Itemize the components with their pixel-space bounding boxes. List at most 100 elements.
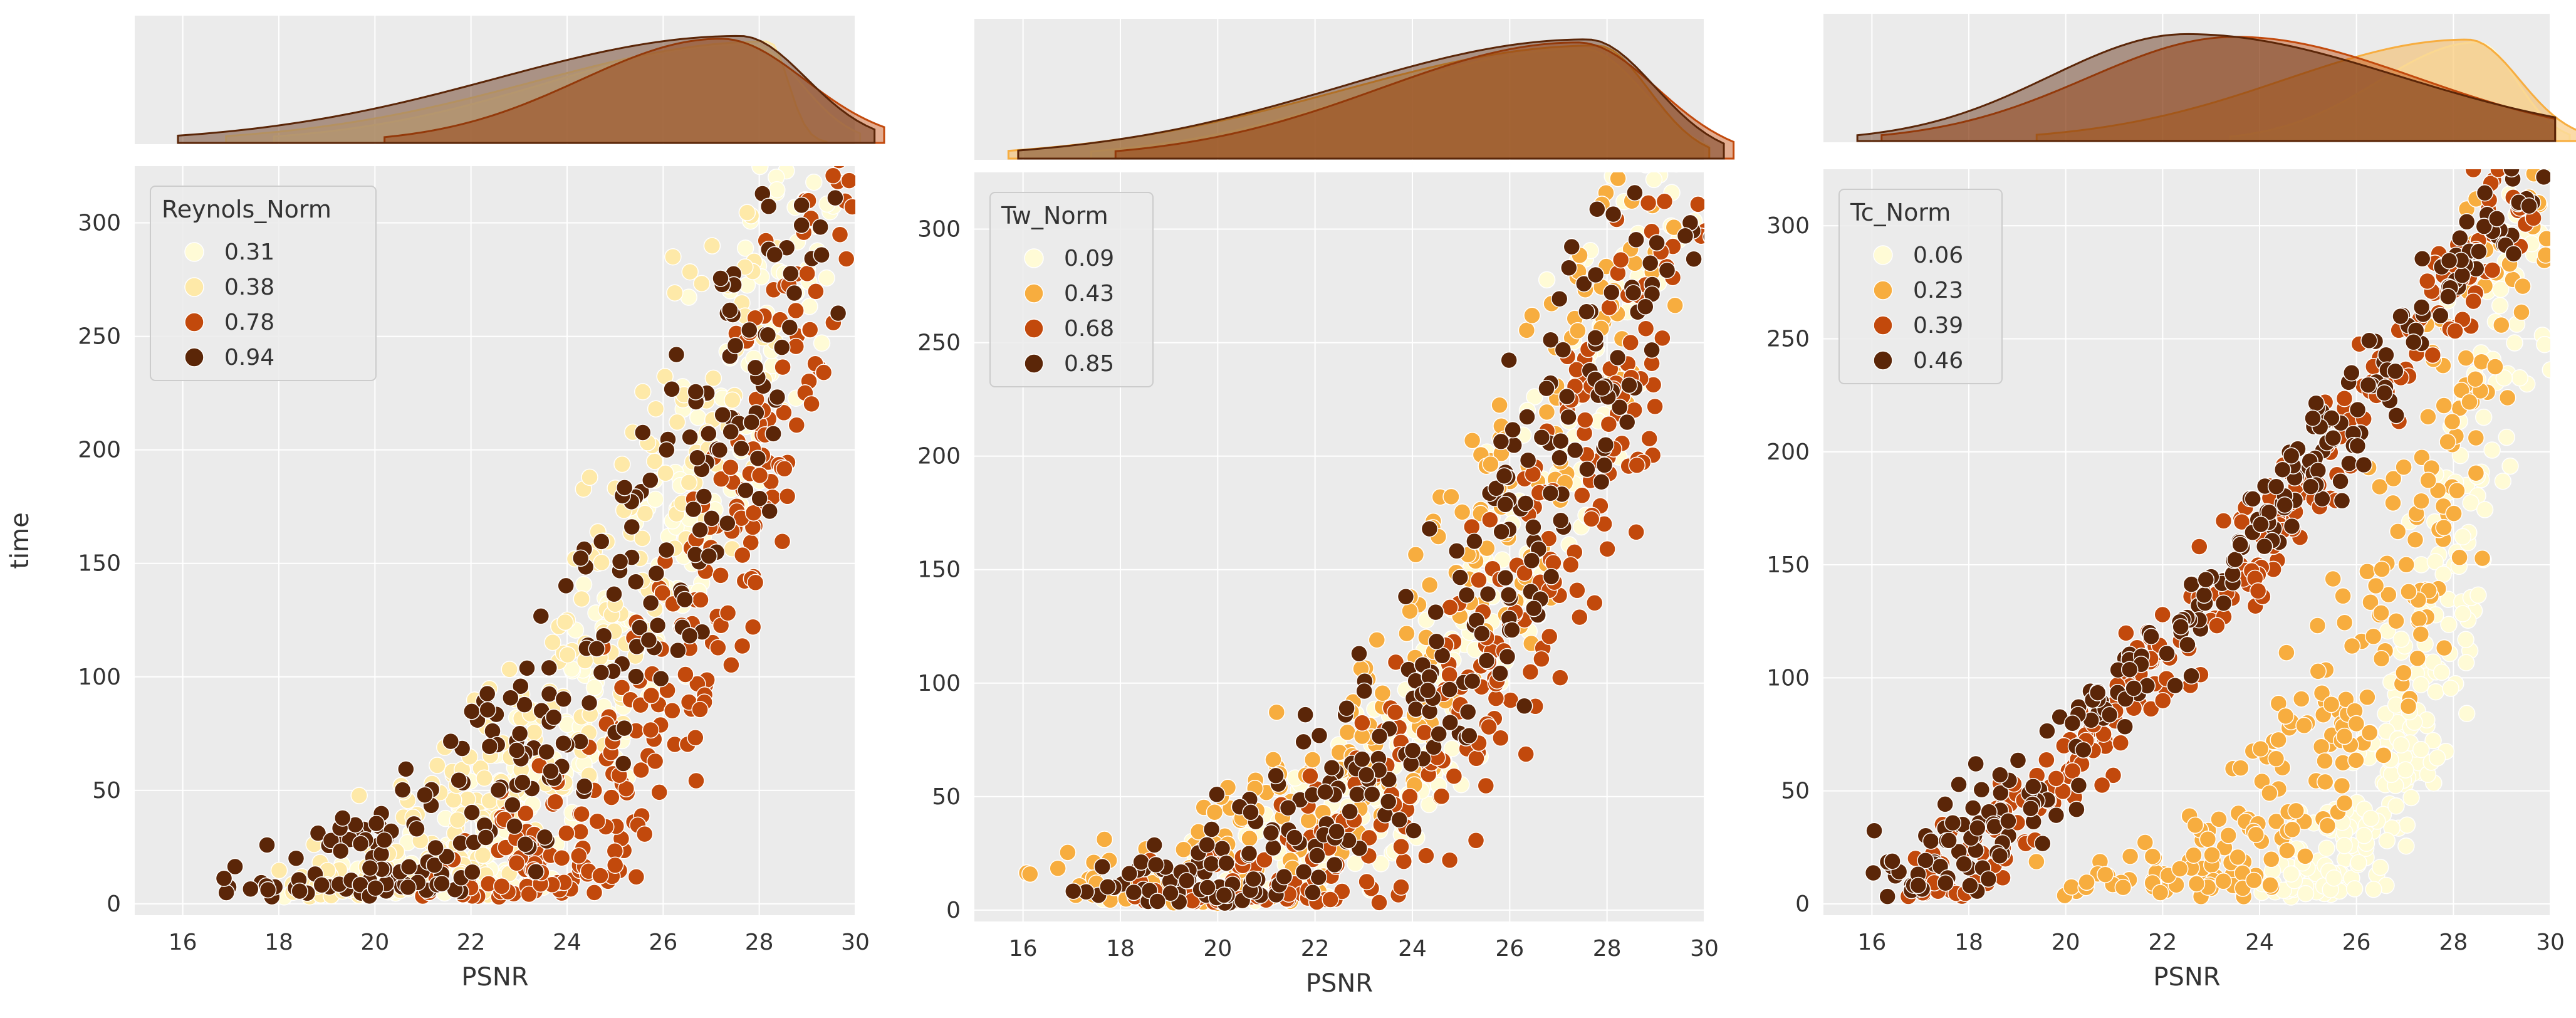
scatter-point	[627, 868, 645, 886]
scatter-point	[334, 809, 352, 827]
scatter-point	[481, 737, 499, 755]
y-tick-label: 100	[917, 671, 961, 696]
scatter-point	[807, 283, 825, 300]
scatter-point	[375, 831, 394, 849]
scatter-point	[2371, 478, 2389, 496]
scatter-point	[2343, 364, 2360, 382]
scatter-point	[1571, 608, 1588, 626]
scatter-point	[642, 471, 659, 489]
scatter-point	[2142, 627, 2160, 646]
scatter-point	[1374, 685, 1392, 702]
scatter-point	[1265, 839, 1282, 857]
scatter-point	[2260, 503, 2278, 521]
scatter-point	[1482, 455, 1499, 473]
scatter-point	[1646, 397, 1664, 416]
scatter-point	[2287, 802, 2305, 820]
scatter-point	[2316, 752, 2334, 770]
scatter-point	[2387, 362, 2404, 380]
kde-curve-0.94	[177, 34, 876, 144]
scatter-point	[1624, 284, 1642, 302]
scatter-point	[1350, 645, 1368, 663]
scatter-point	[2117, 624, 2135, 642]
scatter-point	[642, 721, 660, 739]
scatter-point	[1357, 766, 1375, 784]
scatter-point	[2498, 428, 2516, 446]
scatter-point	[1538, 403, 1556, 421]
scatter-point	[668, 413, 686, 431]
scatter-point	[1149, 893, 1166, 910]
scatter-point	[2316, 773, 2334, 791]
scatter-point	[506, 817, 523, 835]
scatter-point	[2038, 751, 2055, 769]
x-tick-label: 22	[2148, 930, 2177, 955]
scatter-point	[746, 359, 764, 377]
scatter-point	[1569, 322, 1587, 340]
kde-curve-0.31	[273, 43, 862, 144]
scatter-point	[2464, 292, 2482, 310]
scatter-point	[759, 197, 778, 216]
scatter-point	[1587, 329, 1604, 347]
scatter-point	[1603, 283, 1620, 302]
x-tick-label: 16	[1857, 930, 1886, 955]
scatter-point	[217, 884, 235, 901]
scatter-point	[677, 666, 694, 683]
scatter-point	[1643, 341, 1661, 359]
scatter-point	[1620, 376, 1638, 394]
scatter-point	[837, 250, 855, 268]
scatter-point	[1654, 329, 1671, 347]
scatter-point	[1518, 408, 1536, 426]
scatter-point	[681, 263, 699, 281]
scatter-point	[1404, 742, 1422, 760]
scatter-point	[1463, 431, 1481, 449]
scatter-point	[593, 554, 610, 572]
scatter-point	[1125, 883, 1143, 901]
scatter-point	[2332, 473, 2349, 490]
scatter-point	[2244, 490, 2261, 508]
scatter-point	[615, 479, 634, 496]
scatter-point	[2442, 680, 2459, 697]
scatter-point	[647, 490, 664, 508]
scatter-point	[2261, 876, 2279, 894]
scatter-point	[722, 423, 739, 441]
x-tick-label: 30	[841, 930, 870, 955]
scatter-point	[1640, 429, 1658, 448]
scatter-point	[1495, 467, 1513, 485]
y-tick-label: 50	[1781, 779, 1810, 804]
scatter-point	[408, 820, 425, 837]
scatter-point	[2323, 409, 2340, 427]
scatter-point	[1317, 783, 1334, 801]
scatter-point	[2068, 800, 2085, 818]
scatter-point	[2334, 587, 2352, 605]
scatter-point	[2297, 884, 2315, 903]
scatter-point	[2104, 767, 2122, 784]
scatter-point	[1586, 594, 1603, 612]
scatter-point	[2024, 778, 2042, 795]
scatter-point	[2172, 618, 2189, 636]
scatter-point	[2179, 636, 2196, 654]
scatter-point	[1540, 627, 1558, 646]
scatter-point	[1392, 878, 1410, 896]
scatter-point	[538, 743, 555, 761]
scatter-point	[2440, 616, 2458, 634]
scatter-point	[2199, 831, 2217, 848]
scatter-point	[2476, 501, 2494, 518]
scatter-point	[1597, 436, 1615, 454]
scatter-point	[1627, 523, 1645, 541]
scatter-point	[1303, 751, 1322, 769]
scatter-point	[778, 488, 796, 505]
scatter-point	[711, 441, 729, 459]
scatter-point	[2276, 496, 2293, 514]
scatter-point	[1323, 758, 1341, 777]
scatter-point	[1370, 727, 1389, 745]
scatter-point	[2419, 471, 2437, 490]
scatter-point	[1401, 602, 1419, 620]
scatter-point	[1503, 621, 1521, 639]
scatter-point	[787, 302, 805, 320]
scatter-point	[623, 518, 641, 536]
scatter-point	[1864, 864, 1882, 882]
kde-curve-0.68	[1114, 41, 1735, 160]
scatter-point	[557, 577, 575, 595]
scatter-point	[1442, 488, 1460, 506]
scatter-point	[734, 546, 751, 564]
scatter-point	[1333, 883, 1351, 900]
